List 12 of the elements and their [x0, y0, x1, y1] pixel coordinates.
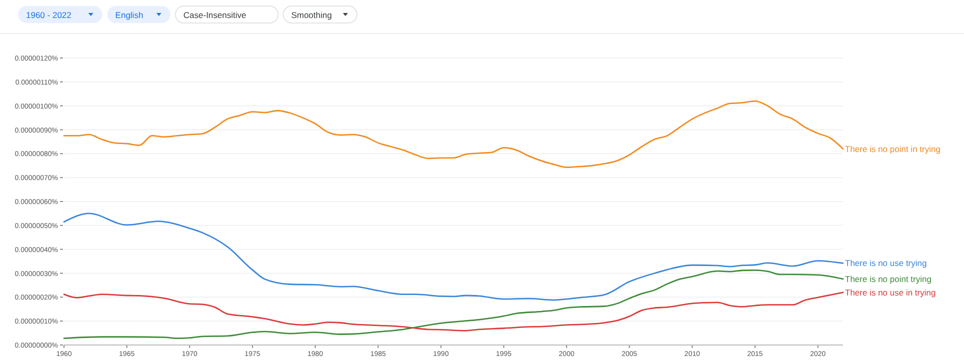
line-series: [63, 100, 844, 168]
line-series: [63, 269, 844, 340]
text: 1960 - 2022: [26, 10, 72, 20]
text: English: [115, 10, 144, 20]
text: Smoothing: [291, 10, 332, 20]
series-label: There is no use trying: [845, 258, 928, 268]
series-label: There is no point in trying: [845, 144, 941, 154]
series-label: There is no point trying: [845, 274, 932, 284]
series-label: There is no use in trying: [845, 287, 936, 298]
text: Case-Insensitive: [183, 10, 247, 20]
line-series: [63, 292, 844, 332]
line-series: [63, 212, 844, 301]
